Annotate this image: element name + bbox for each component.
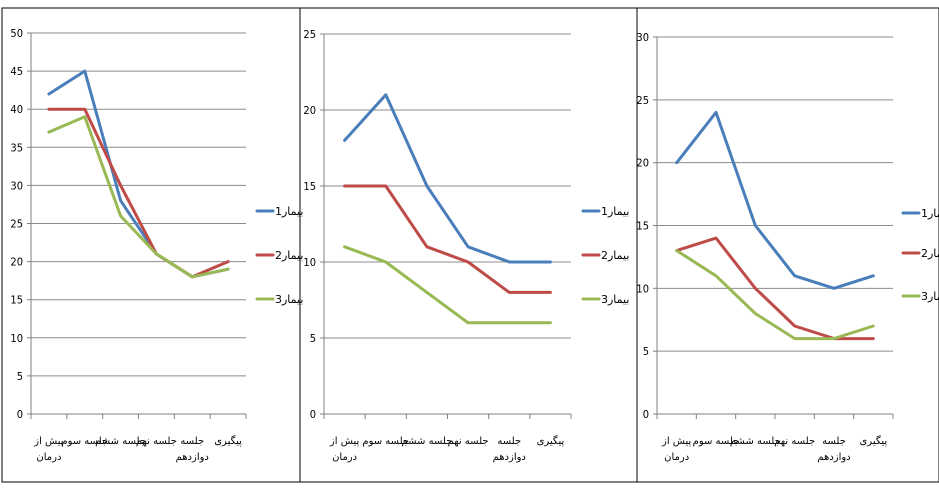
y-tick-label: 20 — [303, 104, 316, 117]
x-category-label-line: درمان — [36, 452, 61, 463]
x-category-label-line: پیش از — [33, 436, 64, 447]
x-category-label-line: دوازدهم — [817, 452, 850, 463]
x-category-label: جلسه دوازدهم — [817, 436, 850, 463]
y-tick-label: 30 — [636, 31, 649, 44]
y-tick-label: 30 — [10, 179, 23, 192]
x-category-label-line: دوازدهم — [493, 452, 526, 463]
y-tick-label: 45 — [10, 65, 23, 78]
y-tick-label: 0 — [17, 408, 23, 421]
x-category-label-line: جلسه سوم — [61, 436, 108, 447]
x-category-label: جلسه نهم — [136, 436, 177, 447]
y-tick-label: 25 — [636, 94, 649, 107]
series-line-3 — [47, 115, 230, 279]
legend-label-2: بیمار2 — [921, 247, 939, 260]
x-category-label: جلسه ششم — [95, 436, 146, 447]
series-line-2 — [47, 107, 230, 279]
series-line-3 — [343, 245, 552, 325]
x-category-label: جلسه سوم — [362, 436, 409, 447]
x-category-label-line: جلسه ششم — [401, 436, 452, 447]
y-tick-label: 10 — [303, 256, 316, 269]
legend-label-1: بیمار1 — [921, 207, 939, 220]
y-tick-label: 5 — [310, 332, 316, 345]
x-category-label-line: پیگیری — [537, 435, 565, 447]
legend-label-3: بیمار3 — [601, 293, 629, 306]
y-tick-label: 20 — [636, 157, 649, 170]
series-line-1 — [675, 110, 875, 290]
x-category-label: جلسه سوم — [61, 436, 108, 447]
x-category-label: پیگیری — [859, 435, 887, 447]
legend-label-3: بیمار3 — [275, 293, 303, 306]
x-category-label: پیش از درمان — [661, 436, 692, 463]
x-category-label: پیش از درمان — [329, 436, 360, 463]
x-category-label-line: جلسه — [822, 436, 846, 447]
x-category-label: جلسه نهم — [774, 436, 815, 447]
x-category-label-line: پیگیری — [214, 435, 242, 447]
x-category-label-line: جلسه نهم — [774, 436, 815, 447]
x-category-label: پیگیری — [537, 435, 565, 447]
y-tick-label: 15 — [10, 294, 23, 307]
x-category-label: جلسه ششم — [401, 436, 452, 447]
series-line-1 — [343, 93, 552, 264]
x-category-label-line: جلسه ششم — [95, 436, 146, 447]
chart-frame — [636, 7, 939, 483]
x-category-label-line: درمان — [332, 452, 357, 463]
x-category-label: جلسه دوازدهم — [176, 436, 209, 463]
x-category-label-line: جلسه نهم — [136, 436, 177, 447]
y-tick-label: 0 — [310, 408, 316, 421]
y-tick-label: 25 — [303, 28, 316, 41]
y-tick-label: 20 — [10, 256, 23, 269]
y-tick-label: 15 — [636, 220, 649, 233]
x-category-label-line: جلسه — [497, 436, 521, 447]
x-category-label: پیش از درمان — [33, 436, 64, 463]
x-category-label-line: دوازدهم — [176, 452, 209, 463]
series-line-3 — [675, 249, 875, 341]
legend-label-2: بیمار2 — [275, 249, 303, 262]
x-category-label-line: پیش از — [329, 436, 360, 447]
y-tick-label: 0 — [643, 408, 649, 421]
y-tick-label: 25 — [10, 218, 23, 231]
x-category-label: جلسه نهم — [448, 436, 489, 447]
x-category-label-line: جلسه سوم — [693, 436, 740, 447]
x-category-label-line: جلسه سوم — [362, 436, 409, 447]
legend-label-2: بیمار2 — [601, 249, 629, 262]
legend-label-3: بیمار3 — [921, 290, 939, 303]
legend-label-1: بیمار1 — [275, 205, 303, 218]
series-line-2 — [675, 236, 875, 341]
y-tick-label: 15 — [303, 180, 316, 193]
legend-label-1: بیمار1 — [601, 205, 629, 218]
x-category-label: پیگیری — [214, 435, 242, 447]
x-category-label: جلسه ششم — [730, 436, 781, 447]
y-tick-label: 5 — [643, 345, 649, 358]
y-tick-label: 5 — [17, 370, 23, 383]
x-category-label-line: جلسه نهم — [448, 436, 489, 447]
x-category-label-line: درمان — [664, 452, 689, 463]
x-category-label: جلسه دوازدهم — [493, 436, 526, 463]
y-tick-label: 40 — [10, 103, 23, 116]
x-category-label-line: جلسه ششم — [730, 436, 781, 447]
x-category-label-line: پیش از — [661, 436, 692, 447]
x-category-label-line: پیگیری — [859, 435, 887, 447]
series-line-2 — [343, 184, 552, 294]
x-category-label: جلسه سوم — [693, 436, 740, 447]
y-tick-label: 10 — [636, 282, 649, 295]
y-tick-label: 10 — [10, 332, 23, 345]
x-category-label-line: جلسه — [180, 436, 204, 447]
y-tick-label: 35 — [10, 141, 23, 154]
y-tick-label: 50 — [10, 27, 23, 40]
series-line-1 — [47, 69, 230, 279]
